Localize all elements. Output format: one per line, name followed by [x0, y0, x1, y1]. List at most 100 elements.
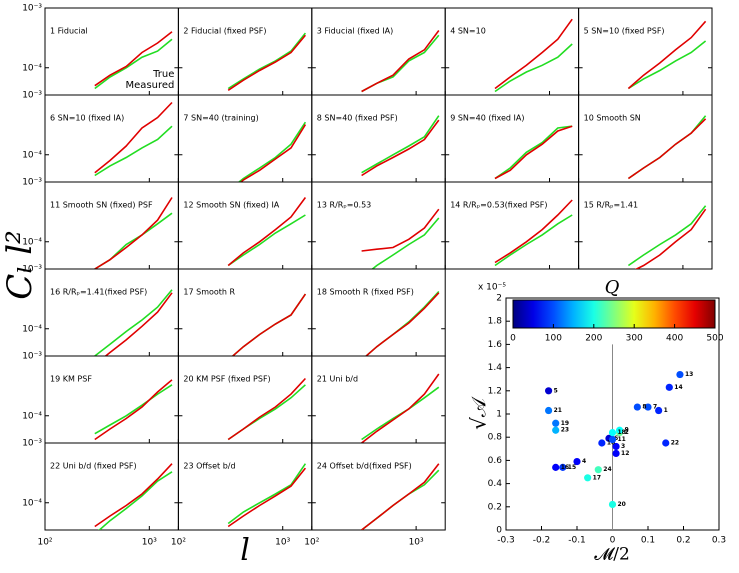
- spectrum-line: [94, 38, 173, 90]
- y-tick-label: 0.8: [488, 433, 503, 443]
- panel-title: 15 R/Rₚ=1.41: [584, 201, 638, 210]
- lines: [94, 379, 173, 441]
- panel: 10² 10³ 23 Offset b/d: [171, 442, 313, 548]
- lines: [494, 199, 573, 267]
- panel: 10⁻³ 10⁻⁴ 19 KM PSF: [22, 352, 179, 444]
- lines: [94, 197, 173, 269]
- point-label: 5: [554, 387, 558, 394]
- point-label: 21: [554, 407, 562, 414]
- spectrum-line: [361, 115, 440, 174]
- y-tick-label: 10⁻⁴: [22, 63, 42, 73]
- spectrum-line: [94, 125, 173, 177]
- spectrum-line: [94, 379, 173, 441]
- panel-title: 5 SN=10 (fixed PSF): [584, 27, 665, 36]
- lines: [227, 197, 307, 267]
- y-multiplier: x 10⁻⁵: [478, 283, 506, 293]
- colorbar-tick-label: 200: [585, 334, 602, 344]
- spectrum-line: [94, 101, 173, 174]
- point: [612, 449, 620, 458]
- spectrum-line: [364, 292, 440, 356]
- colorbar-tick-label: 400: [666, 334, 683, 344]
- panel-title: 3 Fiducial (fixed IA): [317, 27, 393, 36]
- point: [552, 463, 560, 471]
- spectrum-line: [627, 20, 707, 90]
- spectrum-line: [494, 125, 573, 180]
- panel-frame: [311, 268, 446, 357]
- point: [655, 406, 663, 415]
- spectrum-line: [227, 32, 307, 90]
- point: [608, 435, 617, 444]
- point-label: 18: [618, 429, 626, 436]
- y-tick-label: 0: [496, 526, 502, 536]
- panel: 17 Smooth R: [177, 268, 313, 357]
- panel: 18 Smooth R (fixed PSF): [311, 268, 446, 357]
- panel-frame: [44, 442, 179, 531]
- point: [662, 439, 670, 447]
- panel: 21 Uni b/d: [311, 355, 446, 444]
- y-axis-label: Cₗ l²: [0, 230, 40, 300]
- spectrum-line: [627, 205, 707, 267]
- panel-title: 9 SN=40 (fixed IA): [450, 114, 524, 123]
- point-label: 16: [561, 464, 569, 471]
- panel-title: 12 Smooth SN (fixed) IA: [183, 201, 279, 210]
- point: [633, 403, 641, 411]
- panel-title: 10 Smooth SN: [584, 114, 641, 123]
- panel-frame: [177, 355, 313, 444]
- lines: [627, 20, 707, 90]
- spectrum-line: [494, 214, 573, 267]
- lines: [227, 463, 307, 528]
- point-label: 4: [582, 458, 586, 465]
- spectrum-line: [227, 197, 307, 267]
- point-label: 14: [674, 384, 682, 391]
- lines: [94, 463, 173, 530]
- spectrum-line: [494, 18, 573, 90]
- point: [608, 428, 617, 437]
- panel-title: 22 Uni b/d (fixed PSF): [50, 462, 137, 471]
- spectrum-line: [94, 197, 173, 269]
- panel-title: 2 Fiducial (fixed PSF): [183, 27, 266, 36]
- point: [545, 406, 553, 415]
- spectrum-line: [231, 293, 307, 356]
- spectrum-line: [227, 34, 307, 91]
- x-tick-label: 0.2: [676, 536, 690, 546]
- point-label: 11: [618, 436, 626, 443]
- lines: [361, 115, 440, 177]
- spectrum-line: [494, 199, 573, 264]
- point-label: 20: [618, 501, 626, 508]
- point: [665, 383, 673, 391]
- y-tick-label: 10⁻³: [22, 91, 42, 101]
- panel-title: 21 Uni b/d: [317, 375, 358, 384]
- y-tick-label: 1.2: [488, 386, 502, 396]
- panel-frame: [177, 442, 313, 531]
- panel-title: 20 KM PSF (fixed PSF): [183, 375, 270, 384]
- x-tick-label: 10³: [409, 538, 424, 548]
- panel-frame: [44, 355, 179, 444]
- lines: [227, 32, 307, 91]
- y-tick-label: 10⁻³: [22, 4, 42, 14]
- point: [598, 439, 606, 447]
- panel-frame: [444, 7, 580, 96]
- spectrum-line: [104, 292, 173, 356]
- spectrum-line: [361, 119, 440, 177]
- spectrum-line: [94, 463, 173, 528]
- point-label: 15: [568, 464, 576, 471]
- colorbar-tick-label: 0: [510, 334, 516, 344]
- x-tick-label: 0: [610, 536, 616, 546]
- spectrum-line: [627, 118, 707, 180]
- point: [612, 442, 620, 451]
- panel-title: 6 SN=10 (fixed IA): [50, 114, 124, 123]
- point: [552, 419, 560, 427]
- point: [644, 403, 652, 411]
- panel-title: 7 SN=40 (training): [183, 114, 258, 123]
- panel: 12 Smooth SN (fixed) IA: [177, 181, 313, 270]
- point-label: 6: [614, 435, 618, 442]
- point-label: 13: [685, 371, 693, 378]
- y-tick-label: 10⁻³: [22, 265, 42, 275]
- lines: [364, 290, 440, 356]
- spectrum-line: [239, 124, 307, 182]
- point: [616, 426, 624, 434]
- spectrum-line: [227, 463, 307, 525]
- lines: [494, 125, 573, 180]
- y-tick-label: 10⁻⁴: [22, 237, 42, 247]
